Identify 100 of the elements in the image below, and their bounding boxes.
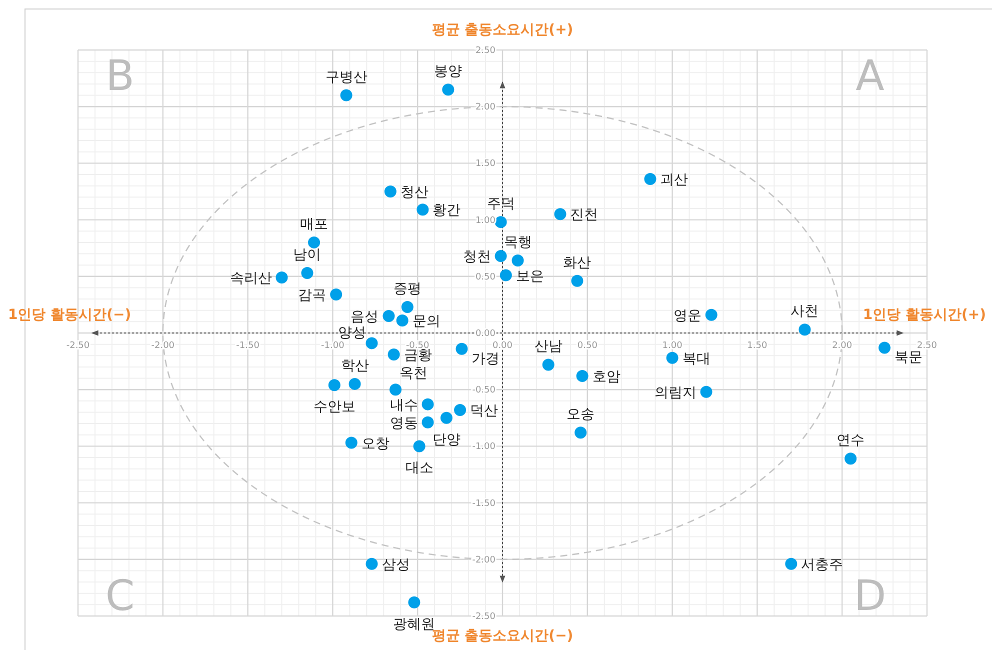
data-label: 수안보: [313, 399, 356, 416]
data-label: 산남: [534, 338, 562, 355]
point: [442, 84, 454, 96]
point: [330, 288, 342, 301]
data-label: 증평: [393, 280, 422, 297]
point: [301, 267, 314, 280]
data-label: 진천: [570, 207, 598, 224]
point: [416, 204, 429, 216]
annotation: D: [854, 571, 886, 620]
data-label: 보은: [516, 268, 544, 284]
point: [388, 348, 400, 361]
point: [454, 404, 466, 416]
data-label: 삼성: [382, 556, 410, 573]
point: [366, 337, 378, 350]
data-label: 연수: [836, 432, 865, 449]
point: [422, 416, 434, 428]
annotation: 1인당 활동시간(+): [862, 307, 986, 323]
point: [666, 352, 678, 364]
data-label: 오송: [566, 406, 595, 423]
y-tick-label: 1.50: [475, 159, 496, 170]
annotation: C: [105, 571, 135, 620]
y-tick-label: 0.00: [475, 329, 496, 339]
data-label: 감곡: [298, 288, 326, 304]
data-label: 황간: [432, 202, 461, 219]
data-label: 금황: [404, 348, 432, 364]
x-tick-label: 1.50: [747, 341, 768, 351]
point: [576, 370, 588, 382]
point: [878, 342, 891, 354]
point: [456, 342, 468, 355]
x-tick-label: 0.00: [492, 341, 513, 351]
point: [413, 440, 426, 452]
data-label: 학산: [340, 358, 369, 374]
point: [384, 186, 396, 198]
point: [700, 386, 712, 398]
point: [571, 274, 584, 287]
data-label: 음성: [350, 309, 379, 326]
data-label: 호암: [592, 369, 620, 386]
point: [401, 300, 414, 313]
data-label: 주덕: [486, 196, 515, 212]
data-label: 옥천: [400, 366, 428, 382]
data-label: 서충주: [801, 556, 844, 573]
annotation: 1인당 활동시간(−): [8, 307, 132, 323]
y-tick-label: 2.00: [475, 102, 496, 113]
data-label: 내수: [390, 397, 418, 414]
data-label: 단양: [432, 432, 460, 448]
data-label: 북문: [894, 350, 923, 366]
data-label: 오창: [361, 436, 390, 452]
point: [408, 596, 420, 608]
data-label: 의림지: [654, 384, 696, 401]
data-label: 덕산: [470, 402, 498, 419]
data-label: 매포: [300, 216, 328, 232]
annotation: A: [856, 51, 885, 100]
x-tick-label: 0.50: [577, 341, 598, 351]
data-label: 가경: [472, 350, 500, 367]
point: [494, 216, 507, 228]
data-label: 청천: [462, 249, 491, 266]
data-label: 화산: [563, 254, 592, 271]
y-tick-label: -2.00: [472, 555, 496, 566]
point: [494, 250, 507, 262]
data-label: 속리산: [230, 270, 272, 287]
data-label: 구병산: [325, 69, 368, 86]
point: [500, 269, 512, 282]
y-tick-label: -2.50: [472, 612, 496, 622]
data-label: 목행: [504, 234, 532, 251]
data-label: 사천: [790, 304, 819, 320]
x-tick-label: -1.00: [321, 341, 345, 351]
point: [328, 379, 340, 392]
x-tick-label: -1.50: [236, 341, 260, 351]
point: [422, 398, 434, 410]
point: [390, 384, 402, 396]
data-label: 청산: [400, 184, 428, 200]
y-tick-label: -1.00: [472, 442, 496, 452]
x-tick-label: -2.00: [151, 341, 175, 351]
data-label: 영동: [390, 415, 418, 432]
point: [644, 173, 656, 186]
point: [512, 254, 524, 267]
data-label: 복대: [682, 350, 710, 367]
point: [382, 310, 395, 322]
point: [366, 558, 378, 570]
text: 평균 출동소요시간(−): [432, 628, 574, 644]
point: [396, 314, 408, 327]
point: [554, 208, 566, 220]
y-tick-label: 2.50: [475, 46, 496, 56]
x-tick-label: 2.00: [832, 341, 852, 351]
point: [348, 378, 361, 390]
y-tick-label: -1.50: [472, 498, 496, 509]
point: [440, 412, 452, 424]
point: [844, 452, 857, 465]
y-tick-label: 0.50: [475, 272, 496, 282]
point: [542, 358, 554, 371]
point: [276, 272, 288, 284]
annotation: B: [106, 51, 134, 100]
x-tick-label: 2.50: [916, 341, 938, 351]
data-label: 양성: [338, 325, 366, 342]
x-tick-label: -2.50: [66, 341, 90, 351]
point: [785, 558, 798, 570]
y-tick-label: 1.00: [475, 216, 496, 226]
data-label: 남이: [293, 247, 322, 264]
text: 평균 출동소요시간(+): [432, 22, 574, 38]
point: [308, 236, 320, 248]
